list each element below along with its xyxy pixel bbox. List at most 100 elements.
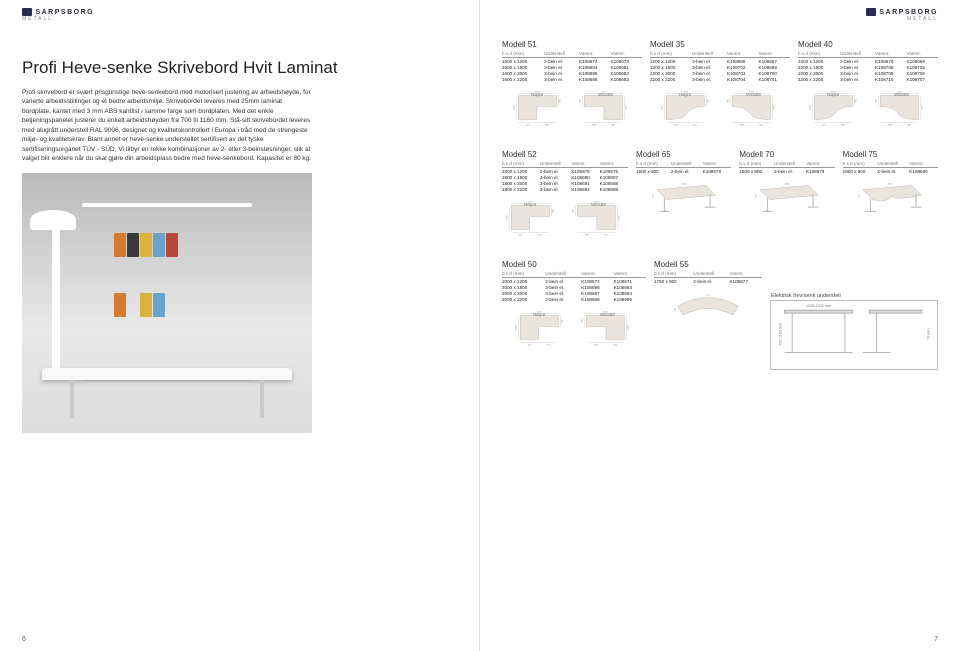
model-40: Modell 40 b x d (mm)UnderstellVarenr.Var…	[798, 40, 938, 142]
electric-svg: 1100-1700 mm 700-1160 mm 70 mm	[771, 301, 937, 369]
model-51-table: b x d (mm)UnderstellVarenr.Varenr.1600 x…	[502, 51, 642, 82]
model-51-shape: 16001200800600600Høyre 16001200800600600…	[502, 88, 642, 142]
svg-text:800: 800	[560, 98, 562, 102]
page-left: SARPSBORG METALL Profi Heve-senke Skrive…	[0, 0, 480, 651]
svg-text:800: 800	[876, 98, 878, 102]
svg-text:600: 600	[526, 124, 530, 126]
svg-text:600: 600	[740, 124, 744, 126]
page-number-right: 7	[934, 636, 938, 643]
brand-sub: METALL	[22, 16, 94, 22]
svg-text:800: 800	[756, 194, 758, 198]
model-70-shape: 1800 800	[739, 180, 834, 234]
models-area: Modell 51 b x d (mm)UnderstellVarenr.Var…	[502, 40, 938, 370]
svg-text:1200: 1200	[662, 104, 664, 110]
svg-text:600: 600	[545, 124, 549, 126]
svg-text:600: 600	[613, 344, 617, 346]
model-52-shape: 18001200800600600Høyre 18001200800600600…	[502, 198, 628, 252]
model-title: Modell 51	[502, 40, 642, 49]
model-title: Modell 35	[650, 40, 790, 49]
svg-text:600: 600	[592, 124, 596, 126]
svg-text:1200: 1200	[626, 104, 628, 110]
models-row-3: Modell 50 b x d (mm)UnderstellVarenr.Var…	[502, 260, 938, 370]
brand-name: SARPSBORG	[879, 9, 938, 16]
electric-caption: Elektrisk hev/senk understell	[771, 293, 841, 299]
models-row-1: Modell 51 b x d (mm)UnderstellVarenr.Var…	[502, 40, 938, 142]
svg-text:600: 600	[888, 124, 892, 126]
catalog-spread: SARPSBORG METALL Profi Heve-senke Skrive…	[0, 0, 960, 651]
model-65-shape: 1600 800	[636, 180, 731, 234]
svg-text:1200: 1200	[922, 104, 924, 110]
svg-text:600: 600	[528, 344, 532, 346]
model-55-shape: 1750 800	[654, 290, 762, 344]
svg-text:1600: 1600	[681, 183, 687, 185]
model-50-table: b x d (mm)UnderstellVarenr.Varenr.2000 x…	[502, 271, 646, 302]
svg-text:800: 800	[553, 208, 555, 212]
svg-text:1200: 1200	[810, 104, 812, 110]
svg-text:700-1160 mm: 700-1160 mm	[779, 323, 783, 346]
svg-text:800: 800	[652, 194, 654, 198]
model-50-shape: 20001200800600600Høyre 20001200800600600…	[502, 308, 646, 362]
page-right: SARPSBORG METALL Modell 51 b x d (mm)Und…	[480, 0, 960, 651]
model-55: Modell 55 b x d (mm)UnderstellVarenr.175…	[654, 260, 762, 370]
model-65: Modell 65 b x d (mm)UnderstellVarenr.160…	[636, 150, 731, 252]
svg-text:600: 600	[841, 124, 845, 126]
model-75-table: b x d (mm)UnderstellVarenr.1800 x 9002-b…	[843, 161, 938, 174]
svg-text:1100-1700 mm: 1100-1700 mm	[806, 304, 831, 308]
svg-text:800: 800	[674, 307, 676, 311]
model-40-table: b x d (mm)UnderstellVarenr.Varenr.2200 x…	[798, 51, 938, 82]
svg-text:800: 800	[582, 318, 584, 322]
model-51: Modell 51 b x d (mm)UnderstellVarenr.Var…	[502, 40, 642, 142]
model-70: Modell 70 b x d (mm)UnderstellVarenr.180…	[739, 150, 834, 252]
model-title: Modell 65	[636, 150, 731, 159]
svg-text:600: 600	[604, 234, 608, 236]
svg-text:800: 800	[708, 98, 710, 102]
brand-name: SARPSBORG	[35, 9, 94, 16]
model-title: Modell 55	[654, 260, 762, 269]
brand-logo-left: SARPSBORG METALL	[22, 8, 94, 22]
svg-text:800: 800	[856, 98, 858, 102]
svg-text:1750: 1750	[706, 294, 712, 296]
svg-text:1200: 1200	[514, 104, 516, 110]
svg-text:600: 600	[759, 124, 763, 126]
svg-text:1200: 1200	[774, 104, 776, 110]
model-35: Modell 35 b x d (mm)UnderstellVarenr.Var…	[650, 40, 790, 142]
svg-text:600: 600	[519, 234, 523, 236]
model-55-table: b x d (mm)UnderstellVarenr.1750 x 8002-b…	[654, 271, 762, 284]
electric-understell: Elektrisk hev/senk understell	[770, 260, 938, 370]
page-title: Profi Heve-senke Skrivebord Hvit Laminat	[22, 58, 457, 78]
svg-text:1800: 1800	[888, 183, 894, 185]
svg-text:1200: 1200	[507, 214, 509, 220]
model-40-shape: 22001200800600600Høyre 22001200800600600…	[798, 88, 938, 142]
svg-text:1200: 1200	[619, 214, 621, 220]
svg-text:1200: 1200	[628, 324, 630, 330]
svg-text:800: 800	[562, 318, 564, 322]
svg-text:600: 600	[594, 344, 598, 346]
model-65-table: b x d (mm)UnderstellVarenr.1600 x 8002-b…	[636, 161, 731, 174]
product-photo	[22, 173, 312, 433]
svg-text:1800: 1800	[785, 183, 791, 185]
svg-text:900: 900	[859, 194, 861, 198]
model-52: Modell 52 b x d (mm)UnderstellVarenr.Var…	[502, 150, 628, 252]
model-75: Modell 75 b x d (mm)UnderstellVarenr.180…	[843, 150, 938, 252]
product-description: Profi skrivebord er svært prisgunstige h…	[22, 88, 312, 163]
model-title: Modell 70	[739, 150, 834, 159]
svg-text:1200: 1200	[516, 324, 518, 330]
model-title: Modell 75	[843, 150, 938, 159]
svg-text:800: 800	[573, 208, 575, 212]
svg-text:600: 600	[611, 124, 615, 126]
svg-text:70 mm: 70 mm	[926, 328, 930, 340]
model-75-shape: 1800 900	[843, 180, 938, 234]
svg-text:600: 600	[693, 124, 697, 126]
svg-text:800: 800	[580, 98, 582, 102]
svg-text:600: 600	[547, 344, 551, 346]
model-35-shape: 22001200800600600Høyre 22001200800600600…	[650, 88, 790, 142]
model-title: Modell 40	[798, 40, 938, 49]
model-title: Modell 52	[502, 150, 628, 159]
electric-diagram: Elektrisk hev/senk understell	[770, 300, 938, 370]
svg-text:600: 600	[822, 124, 826, 126]
svg-text:600: 600	[585, 234, 589, 236]
brand-sub: METALL	[866, 16, 938, 22]
brand-logo-right: SARPSBORG METALL	[866, 8, 938, 22]
model-50: Modell 50 b x d (mm)UnderstellVarenr.Var…	[502, 260, 646, 370]
model-title: Modell 50	[502, 260, 646, 269]
